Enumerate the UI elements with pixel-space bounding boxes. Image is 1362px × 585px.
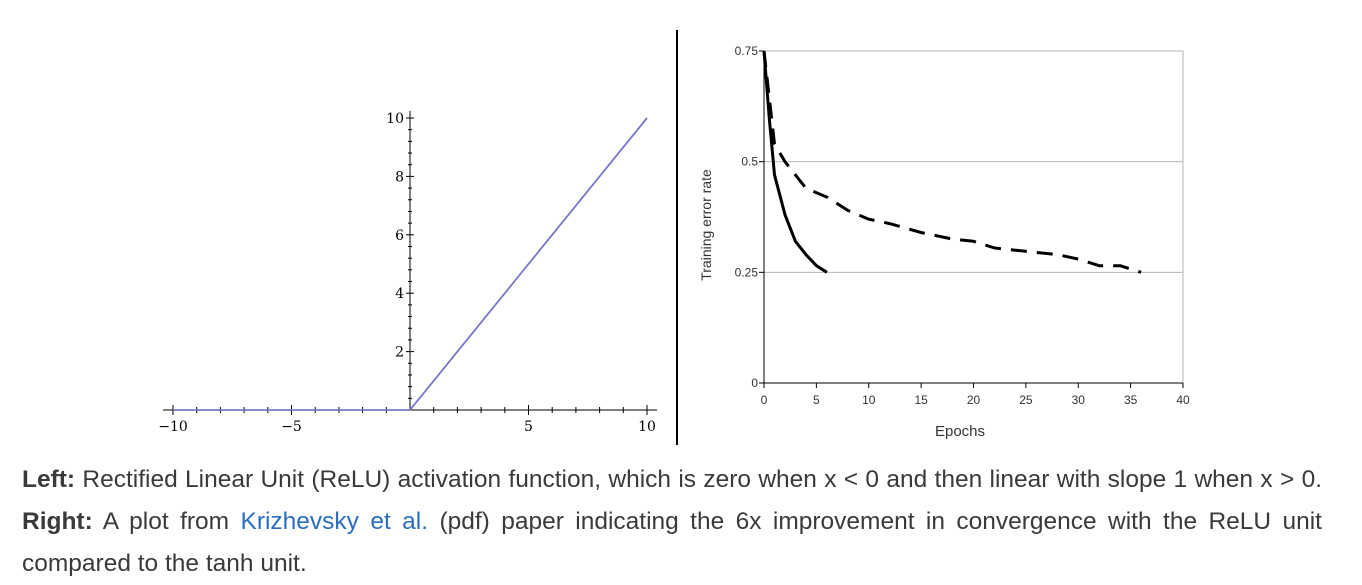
y-tick-label: 8 bbox=[395, 169, 404, 185]
x-tick-label: 25 bbox=[1019, 393, 1033, 407]
x-tick-label: −5 bbox=[281, 419, 302, 435]
caption-right-label: Right: bbox=[22, 508, 93, 535]
y-tick-label: 6 bbox=[395, 228, 404, 244]
x-tick-label: 10 bbox=[638, 419, 656, 435]
x-tick-label: 15 bbox=[914, 393, 928, 407]
y-tick-label: 4 bbox=[395, 286, 404, 302]
x-tick-label: 10 bbox=[862, 393, 876, 407]
y-tick-label: 0 bbox=[751, 376, 758, 390]
x-tick-label: 0 bbox=[761, 393, 768, 407]
x-tick-label: 40 bbox=[1176, 393, 1190, 407]
training-error-chart: 0 5 10 15 20 25 30 35 40 0 0.25 0.5 0.75 Epochs Traini… bbox=[698, 44, 1190, 440]
figure-caption: Left: Rectified Linear Unit (ReLU) activ… bbox=[22, 459, 1322, 585]
x-tick-label: 30 bbox=[1072, 393, 1086, 407]
x-tick-label: 35 bbox=[1124, 393, 1138, 407]
y-tick-label: 2 bbox=[395, 345, 404, 361]
y-tick-label: 0.5 bbox=[741, 155, 758, 169]
figure: −10 −5 5 10 2 4 6 8 10 0 5 10 15 20 25 30 35 40 0 0.25 0.5 0… bbox=[158, 30, 1190, 445]
caption-left-label: Left: bbox=[22, 466, 76, 493]
krizhevsky-paper-link[interactable]: Krizhevsky et al. bbox=[240, 508, 429, 535]
x-tick-label: −10 bbox=[158, 419, 188, 435]
caption-left-text: Rectified Linear Unit (ReLU) activation … bbox=[82, 466, 1323, 493]
relu-series-line bbox=[173, 117, 648, 411]
y-tick-label: 0.25 bbox=[735, 265, 759, 279]
solid-series-line bbox=[762, 50, 828, 274]
y-tick-label: 0.75 bbox=[735, 44, 759, 58]
caption-right-text-after: (pdf) paper indicating the 6x improvemen… bbox=[22, 508, 1322, 577]
relu-chart: −10 −5 5 10 2 4 6 8 10 bbox=[158, 111, 657, 435]
x-tick-label: 20 bbox=[967, 393, 981, 407]
caption-right-text-before: A plot from bbox=[102, 508, 230, 535]
y-tick-label: 10 bbox=[386, 111, 404, 127]
x-axis-label: Epochs bbox=[935, 423, 985, 440]
y-axis-label: Training error rate bbox=[698, 169, 714, 281]
x-tick-label: 5 bbox=[813, 393, 820, 407]
x-tick-label: 5 bbox=[524, 419, 533, 435]
